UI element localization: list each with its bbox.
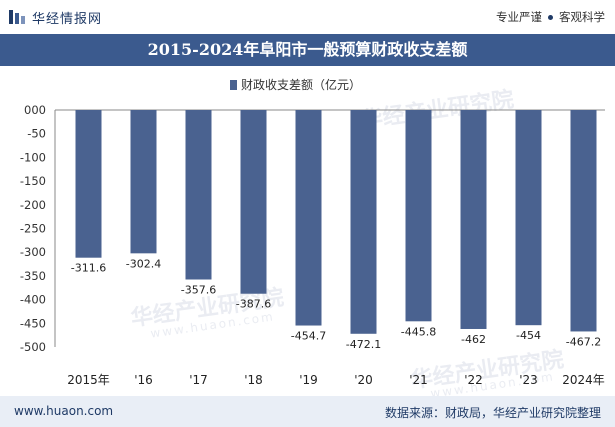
bar <box>295 110 322 326</box>
tagline: 专业严谨 客观科学 <box>496 9 605 25</box>
data-label: -472.1 <box>346 338 381 351</box>
x-tick-label: '19 <box>299 373 318 387</box>
x-tick-label: 2015年 <box>67 373 110 387</box>
y-tick-label: -500 <box>20 340 46 354</box>
y-tick-label: -150 <box>20 174 46 188</box>
data-label: -387.6 <box>236 298 271 311</box>
y-tick-label: -50 <box>27 127 46 141</box>
tagline-2: 客观科学 <box>559 10 605 24</box>
x-tick-label: '23 <box>519 373 538 387</box>
bar <box>460 110 487 329</box>
x-tick-label: '17 <box>189 373 208 387</box>
brand: 华经情报网 <box>8 7 102 27</box>
data-label: -311.6 <box>71 262 106 275</box>
legend: 财政收支差额（亿元） <box>230 77 361 92</box>
data-label: -462 <box>461 333 486 346</box>
footer: www.huaon.com 数据来源：财政局，华经产业研究院整理 <box>0 396 615 427</box>
separator-dot-icon <box>548 14 553 20</box>
y-tick-label: -450 <box>20 316 46 330</box>
y-tick-label: -100 <box>20 150 46 164</box>
data-label: -454 <box>516 329 541 342</box>
bar <box>350 110 377 334</box>
bar <box>570 110 597 332</box>
bar <box>240 110 267 294</box>
bar <box>130 110 157 254</box>
brand-logo-icon <box>9 10 25 24</box>
legend-swatch <box>230 80 237 90</box>
x-tick-label: '21 <box>409 373 428 387</box>
x-tick-label: '18 <box>244 373 263 387</box>
data-label: -302.4 <box>126 257 161 270</box>
y-tick-label: -400 <box>20 293 46 307</box>
footer-url: www.huaon.com <box>14 404 114 418</box>
y-tick-label: -350 <box>20 269 46 283</box>
x-tick-label: '16 <box>134 373 153 387</box>
top-bar: 华经情报网 专业严谨 客观科学 <box>0 0 615 34</box>
y-tick-label: -250 <box>20 222 46 236</box>
bar <box>185 110 212 280</box>
footer-source: 数据来源：财政局，华经产业研究院整理 <box>384 406 601 420</box>
bar-chart: 财政收支差额（亿元） 000 -50 -100 -150 -200 -250 -300 -350… <box>20 77 605 387</box>
data-label: -467.2 <box>566 335 601 348</box>
legend-label: 财政收支差额（亿元） <box>241 77 361 92</box>
bar <box>405 110 432 322</box>
brand-name: 华经情报网 <box>32 11 103 27</box>
y-tick-label: 000 <box>24 103 46 117</box>
data-label: -445.8 <box>401 325 436 338</box>
bar <box>75 110 102 258</box>
x-tick-label: '22 <box>464 373 483 387</box>
y-tick-label: -300 <box>20 245 46 259</box>
chart-title: 2015-2024年阜阳市一般预算财政收支差额 <box>147 40 468 59</box>
x-tick-label: 2024年 <box>562 373 605 387</box>
bar <box>515 110 542 326</box>
y-tick-label: -200 <box>20 198 46 212</box>
title-bar: 2015-2024年阜阳市一般预算财政收支差额 <box>0 34 615 66</box>
tagline-1: 专业严谨 <box>496 10 542 24</box>
x-tick-label: '20 <box>354 373 373 387</box>
data-label: -357.6 <box>181 284 216 297</box>
data-label: -454.7 <box>291 330 326 343</box>
